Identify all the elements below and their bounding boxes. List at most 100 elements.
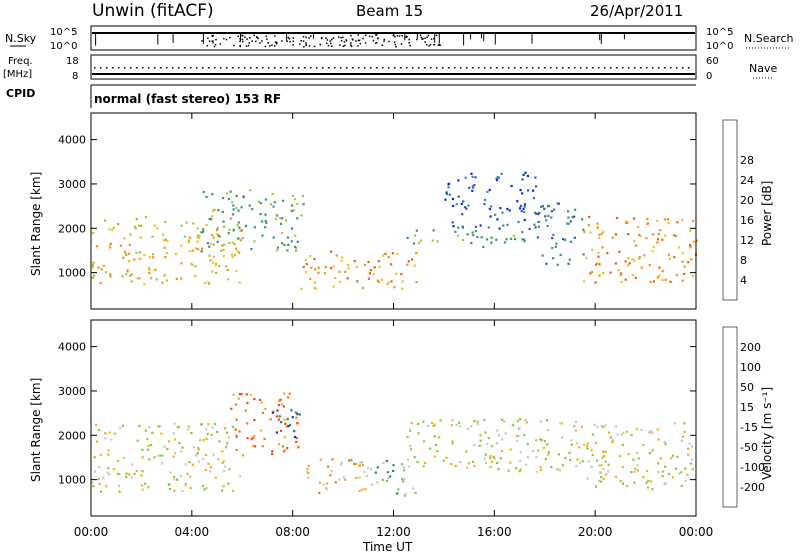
- power-echo-cell-4: [471, 189, 474, 192]
- nave-dot: [484, 67, 486, 69]
- nsky-sample: [269, 45, 271, 47]
- velocity-echo-cell-0: [222, 460, 225, 463]
- velocity-echo-cell-0: [128, 473, 131, 476]
- nsky-sample: [357, 34, 359, 36]
- velocity-echo-cell-5: [581, 460, 585, 463]
- velocity-echo-cell-5: [476, 420, 479, 423]
- power-echo-cell-1: [290, 240, 293, 243]
- velocity-echo-cell-5: [546, 443, 549, 446]
- velocity-echo-cell-5: [466, 427, 469, 430]
- power-echo-cell-1: [271, 192, 274, 196]
- velocity-echo-cell-0: [214, 476, 217, 479]
- power-echo-cell-0: [108, 228, 111, 231]
- velocity-echo-cell-6: [676, 455, 679, 458]
- velocity-echo-cell-0: [92, 485, 95, 488]
- power-echo-cell-6: [609, 271, 612, 274]
- power-echo-cell-0: [197, 237, 200, 240]
- velocity-echo-cell-0: [107, 453, 110, 456]
- power-y-axis-label: Slant Range [km]: [29, 172, 43, 276]
- power-echo-cell-4: [521, 178, 524, 181]
- velocity-echo-cell-0: [209, 466, 212, 469]
- power-echo-cell-6: [656, 238, 660, 241]
- nave-dot: [658, 67, 660, 69]
- power-echo-cell-4: [502, 224, 505, 227]
- power-echo-cell-6: [624, 278, 627, 281]
- nsky-sample: [281, 40, 283, 42]
- velocity-echo-cell-1: [263, 437, 266, 440]
- nsky-sample: [357, 45, 359, 47]
- power-echo-cell-6: [666, 218, 670, 221]
- nsky-sample: [267, 42, 269, 44]
- nave-dot: [190, 67, 192, 69]
- nave-dot: [172, 67, 174, 69]
- velocity-echo-cell-6: [686, 473, 689, 476]
- power-echo-cell-0: [100, 268, 103, 271]
- x-tick-labels: 00:00 04:00 08:00 12:00 16:00 20:00 00:00: [74, 525, 714, 539]
- power-echo-cell-4: [518, 207, 522, 210]
- freq-tick-top: 18: [66, 56, 79, 67]
- power-echo-cell-3: [512, 234, 516, 237]
- power-echo-cell-1: [210, 218, 213, 221]
- power-echo-cell-2: [401, 280, 404, 283]
- power-echo-cell-2: [415, 252, 418, 255]
- power-echo-cell-0: [143, 283, 146, 286]
- power-echo-cell-2: [313, 258, 316, 261]
- velocity-echo-cell-0: [108, 431, 111, 434]
- power-echo-cell-2: [334, 276, 337, 279]
- power-echo-cell-0: [128, 260, 131, 263]
- power-echo-cell-0: [196, 227, 199, 230]
- nsearch-tick-bottom: 10^0: [706, 41, 733, 52]
- velocity-echo-cell-5: [516, 419, 520, 423]
- power-echo-cell-6: [672, 234, 675, 237]
- power-echo-cell-6: [667, 253, 670, 256]
- nsky-sample: [435, 34, 438, 37]
- power-echo-cell-0: [104, 271, 108, 274]
- velocity-echo-cell-0: [207, 462, 210, 465]
- power-echo-cell-0: [188, 236, 192, 239]
- velocity-echo-cell-4: [401, 477, 404, 481]
- power-echo-cell-3: [472, 234, 475, 237]
- x-tick-label-5: 20:00: [578, 525, 613, 539]
- velocity-echo-cell-5: [451, 442, 454, 445]
- nsky-sample: [305, 42, 307, 44]
- power-echo-cell-2: [384, 252, 387, 255]
- nave-dot: [376, 67, 378, 69]
- nave-dot: [124, 67, 126, 69]
- velocity-echo-cell-1: [275, 415, 278, 418]
- power-echo-cell-6: [683, 265, 686, 268]
- power-echo-cell-0: [91, 264, 94, 267]
- velocity-echo-cell-3: [355, 476, 358, 479]
- velocity-echo-cell-1: [250, 438, 253, 441]
- power-echo-cell-6: [664, 278, 667, 281]
- power-echo-cell-6: [618, 250, 621, 253]
- power-echo-cell-0: [127, 252, 130, 255]
- power-echo-cell-1: [279, 222, 283, 225]
- nsky-sample: [368, 35, 371, 38]
- power-echo-cell-2: [355, 265, 358, 269]
- velocity-echo-cell-1: [294, 411, 297, 414]
- nave-dot: [298, 67, 300, 69]
- power-echo-cell-1: [272, 236, 275, 239]
- velocity-echo-cell-5: [546, 429, 549, 432]
- power-echo-cell-6: [614, 262, 617, 265]
- velocity-echo-cell-3: [322, 483, 325, 486]
- velocity-echo-cell-6: [607, 470, 610, 473]
- power-echo-cell-6: [683, 272, 686, 275]
- velocity-echo-cell-6: [596, 459, 599, 462]
- velocity-echo-cell-1: [238, 430, 241, 433]
- power-echo-cell-4: [532, 189, 535, 192]
- power-echo-cell-0: [108, 243, 111, 246]
- power-echo-cell-0: [129, 233, 132, 236]
- power-echo-cell-5: [533, 223, 536, 226]
- power-echo-cell-4: [519, 189, 522, 192]
- velocity-echo-cell-6: [587, 460, 590, 463]
- velocity-echo-cell-3: [342, 476, 345, 479]
- velocity-echo-cell-5: [576, 458, 579, 461]
- velocity-echo-cell-0: [225, 431, 228, 434]
- power-echo-cell-1: [265, 221, 268, 224]
- velocity-echo-cell-0: [172, 455, 175, 458]
- nsky-sample: [213, 45, 216, 48]
- velocity-echo-cell-0: [192, 446, 195, 449]
- nsky-sample: [292, 37, 294, 39]
- power-echo-cell-2: [406, 263, 409, 266]
